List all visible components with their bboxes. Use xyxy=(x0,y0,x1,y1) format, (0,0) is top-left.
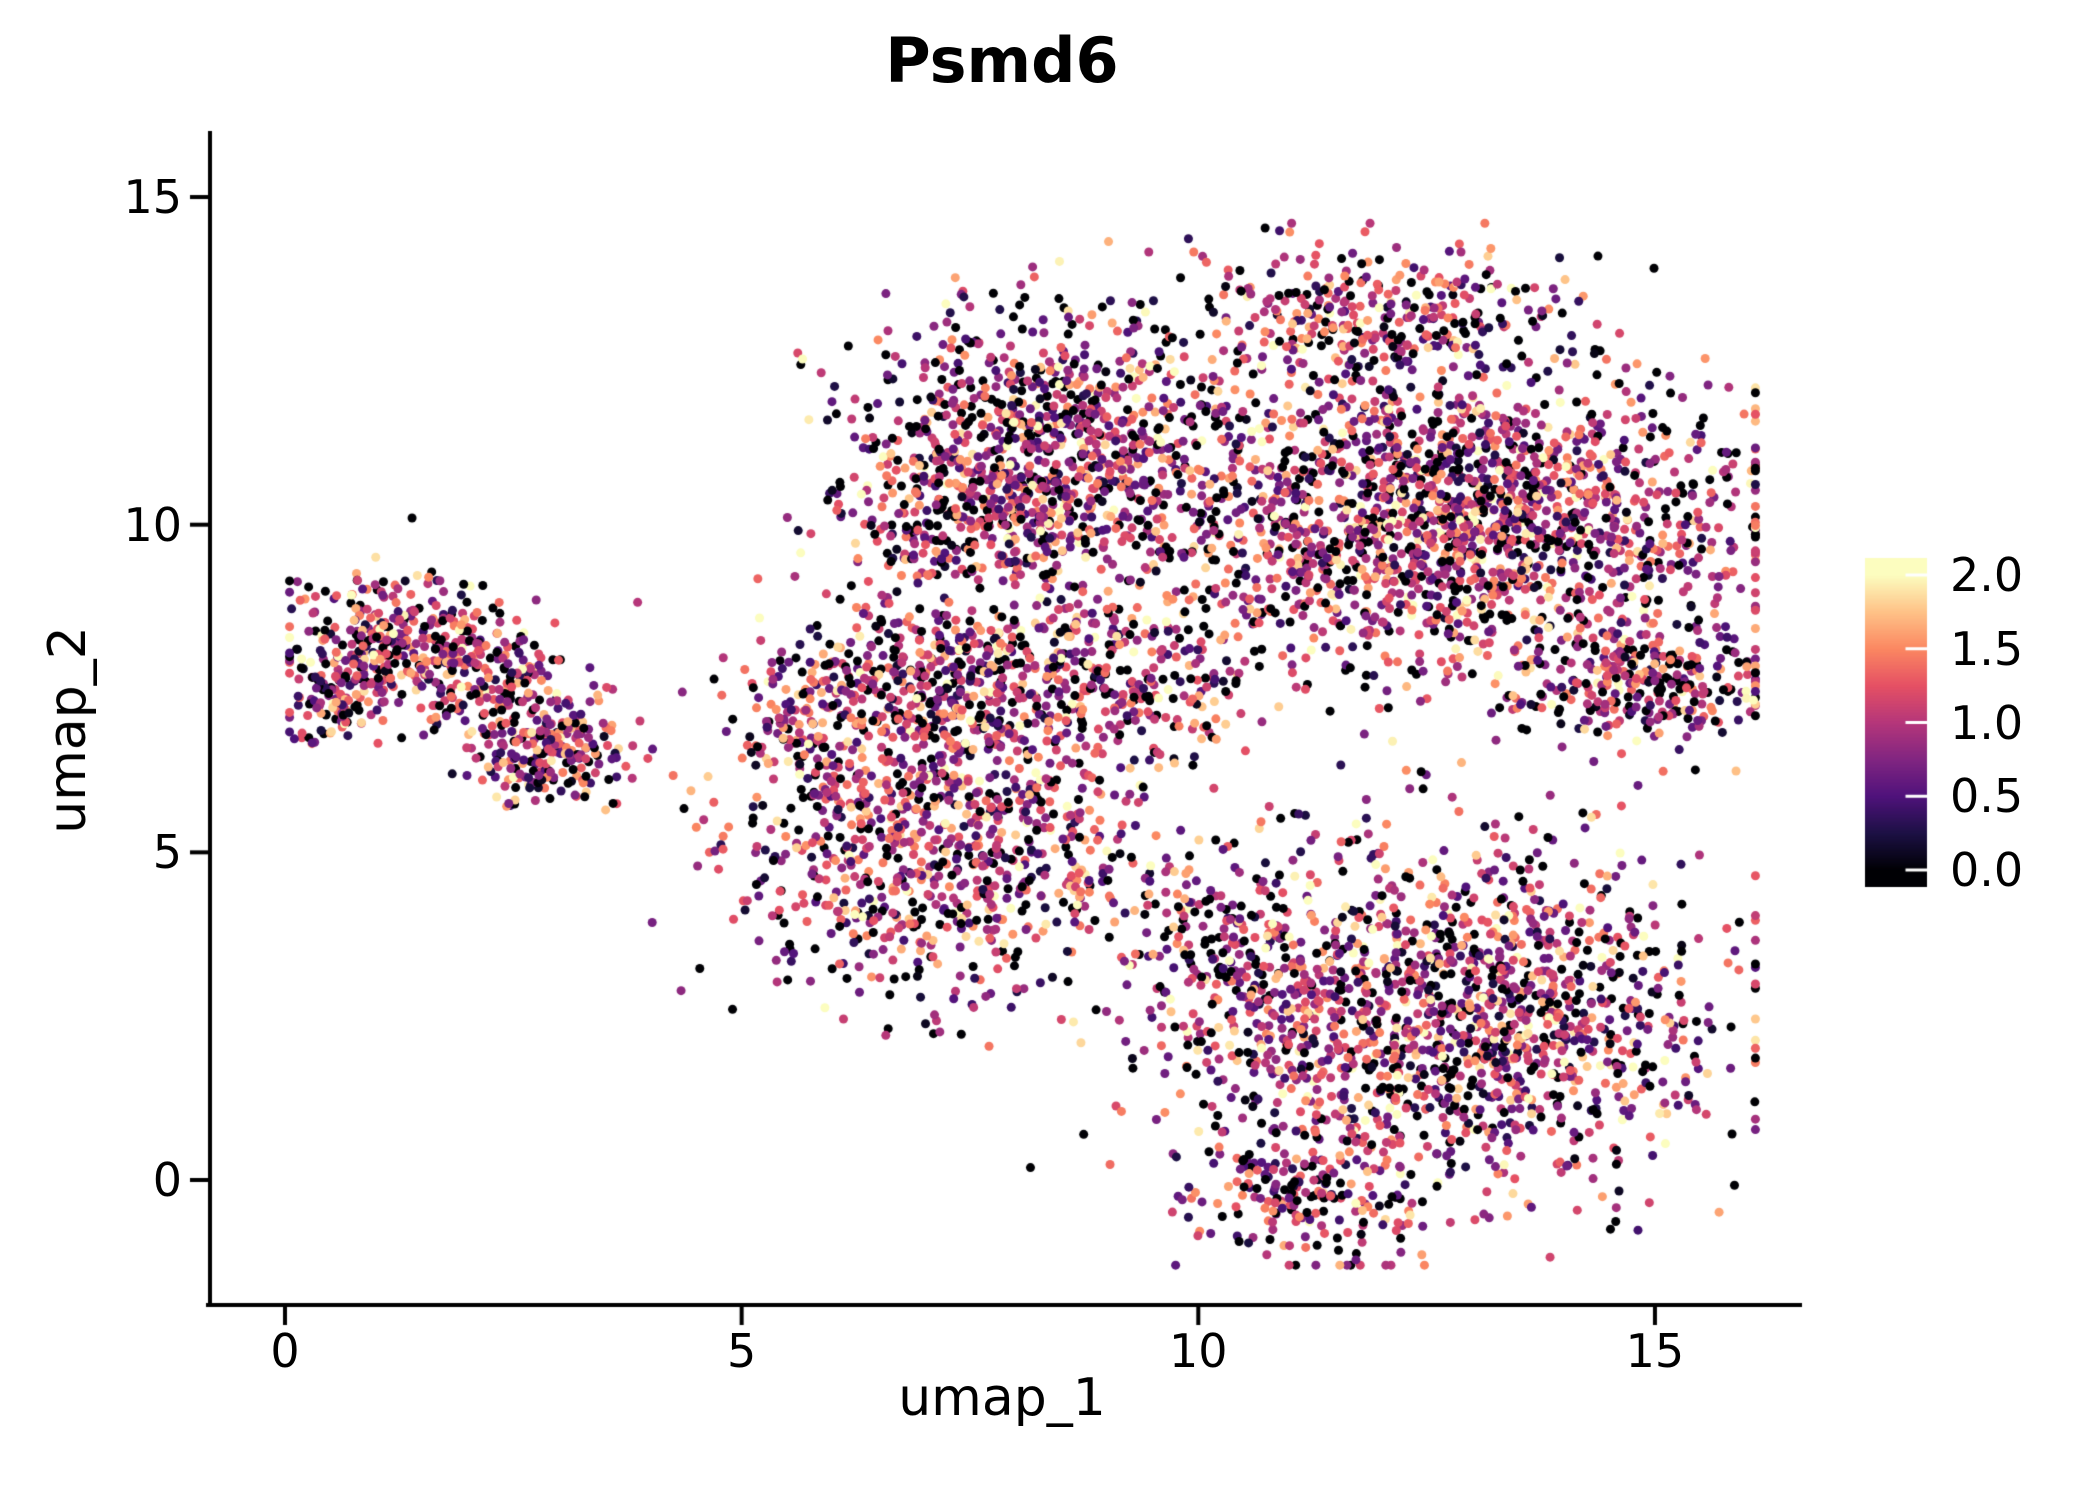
colorbar-tick-label: 1.0 xyxy=(1950,695,2024,750)
x-axis-label: umap_1 xyxy=(898,1368,1106,1428)
x-tick-label: 5 xyxy=(727,1324,757,1378)
colorbar-tick-label: 0.0 xyxy=(1950,843,2024,897)
colorbar-tick-label: 0.5 xyxy=(1950,769,2024,824)
x-tick-label: 0 xyxy=(270,1324,300,1378)
y-tick-label: 15 xyxy=(123,170,182,225)
y-tick-label: 0 xyxy=(152,1153,182,1207)
y-tick-label: 10 xyxy=(123,497,182,552)
x-tick-label: 15 xyxy=(1625,1324,1685,1378)
y-tick-label: 5 xyxy=(152,825,182,880)
colorbar-tick-label: 1.5 xyxy=(1950,621,2024,676)
y-axis-label: umap_2 xyxy=(38,626,98,834)
x-tick-label: 10 xyxy=(1169,1324,1228,1378)
chart-title: Psmd6 xyxy=(885,24,1119,97)
colorbar-tick-label: 2.0 xyxy=(1950,548,2024,602)
